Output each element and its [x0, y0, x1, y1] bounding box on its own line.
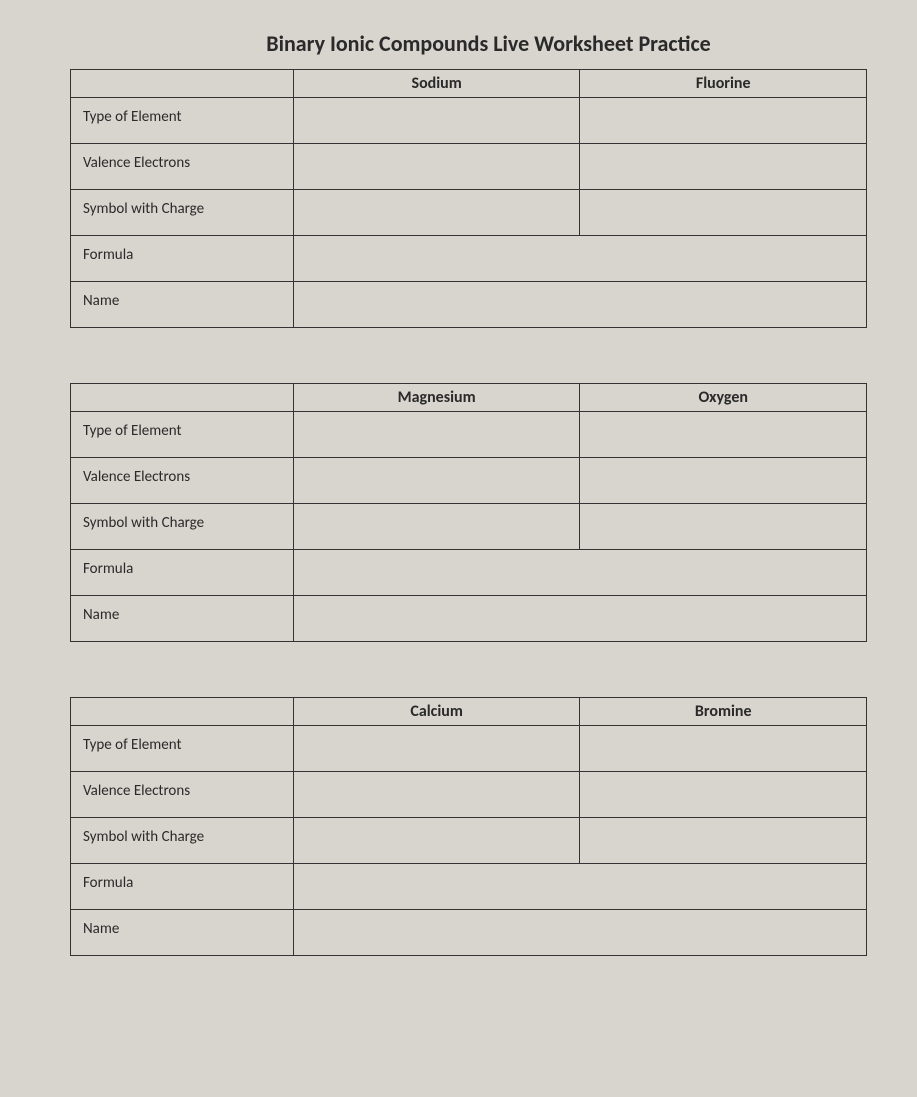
- cell-symbol-el2[interactable]: [580, 818, 867, 864]
- page-title: Binary Ionic Compounds Live Worksheet Pr…: [70, 30, 867, 57]
- cell-symbol-el1[interactable]: [293, 504, 580, 550]
- row-label-type: Type of Element: [71, 412, 294, 458]
- header-element2: Fluorine: [580, 70, 867, 98]
- cell-type-el2[interactable]: [580, 98, 867, 144]
- header-empty: [71, 384, 294, 412]
- cell-name[interactable]: [293, 910, 866, 956]
- cell-valence-el2[interactable]: [580, 772, 867, 818]
- cell-symbol-el1[interactable]: [293, 190, 580, 236]
- cell-type-el1[interactable]: [293, 98, 580, 144]
- cell-valence-el1[interactable]: [293, 144, 580, 190]
- row-label-symbol: Symbol with Charge: [71, 190, 294, 236]
- cell-type-el1[interactable]: [293, 726, 580, 772]
- row-label-name: Name: [71, 596, 294, 642]
- cell-symbol-el2[interactable]: [580, 504, 867, 550]
- cell-valence-el2[interactable]: [580, 458, 867, 504]
- cell-formula[interactable]: [293, 864, 866, 910]
- worksheet-table-2: Magnesium Oxygen Type of Element Valence…: [70, 383, 867, 642]
- row-label-symbol: Symbol with Charge: [71, 504, 294, 550]
- worksheet-table-3: Calcium Bromine Type of Element Valence …: [70, 697, 867, 956]
- cell-symbol-el1[interactable]: [293, 818, 580, 864]
- row-label-formula: Formula: [71, 550, 294, 596]
- cell-type-el2[interactable]: [580, 412, 867, 458]
- worksheet-table-1: Sodium Fluorine Type of Element Valence …: [70, 69, 867, 328]
- row-label-valence: Valence Electrons: [71, 772, 294, 818]
- row-label-valence: Valence Electrons: [71, 144, 294, 190]
- header-element1: Magnesium: [293, 384, 580, 412]
- row-label-formula: Formula: [71, 236, 294, 282]
- cell-formula[interactable]: [293, 550, 866, 596]
- header-element1: Sodium: [293, 70, 580, 98]
- row-label-valence: Valence Electrons: [71, 458, 294, 504]
- header-element1: Calcium: [293, 698, 580, 726]
- cell-valence-el1[interactable]: [293, 458, 580, 504]
- cell-name[interactable]: [293, 282, 866, 328]
- header-element2: Bromine: [580, 698, 867, 726]
- cell-symbol-el2[interactable]: [580, 190, 867, 236]
- row-label-symbol: Symbol with Charge: [71, 818, 294, 864]
- cell-valence-el1[interactable]: [293, 772, 580, 818]
- row-label-name: Name: [71, 910, 294, 956]
- header-empty: [71, 698, 294, 726]
- row-label-type: Type of Element: [71, 726, 294, 772]
- cell-formula[interactable]: [293, 236, 866, 282]
- cell-type-el2[interactable]: [580, 726, 867, 772]
- header-empty: [71, 70, 294, 98]
- cell-valence-el2[interactable]: [580, 144, 867, 190]
- row-label-formula: Formula: [71, 864, 294, 910]
- cell-type-el1[interactable]: [293, 412, 580, 458]
- row-label-type: Type of Element: [71, 98, 294, 144]
- header-element2: Oxygen: [580, 384, 867, 412]
- row-label-name: Name: [71, 282, 294, 328]
- cell-name[interactable]: [293, 596, 866, 642]
